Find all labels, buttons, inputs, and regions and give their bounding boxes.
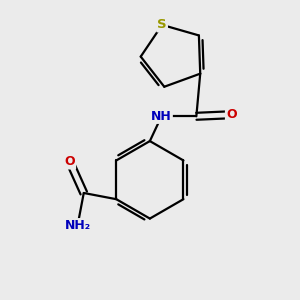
Text: NH₂: NH₂ — [64, 219, 91, 232]
Text: O: O — [226, 108, 236, 121]
Text: NH: NH — [151, 110, 172, 123]
Text: O: O — [64, 155, 75, 169]
Text: H: H — [157, 110, 166, 123]
Text: S: S — [157, 18, 167, 32]
